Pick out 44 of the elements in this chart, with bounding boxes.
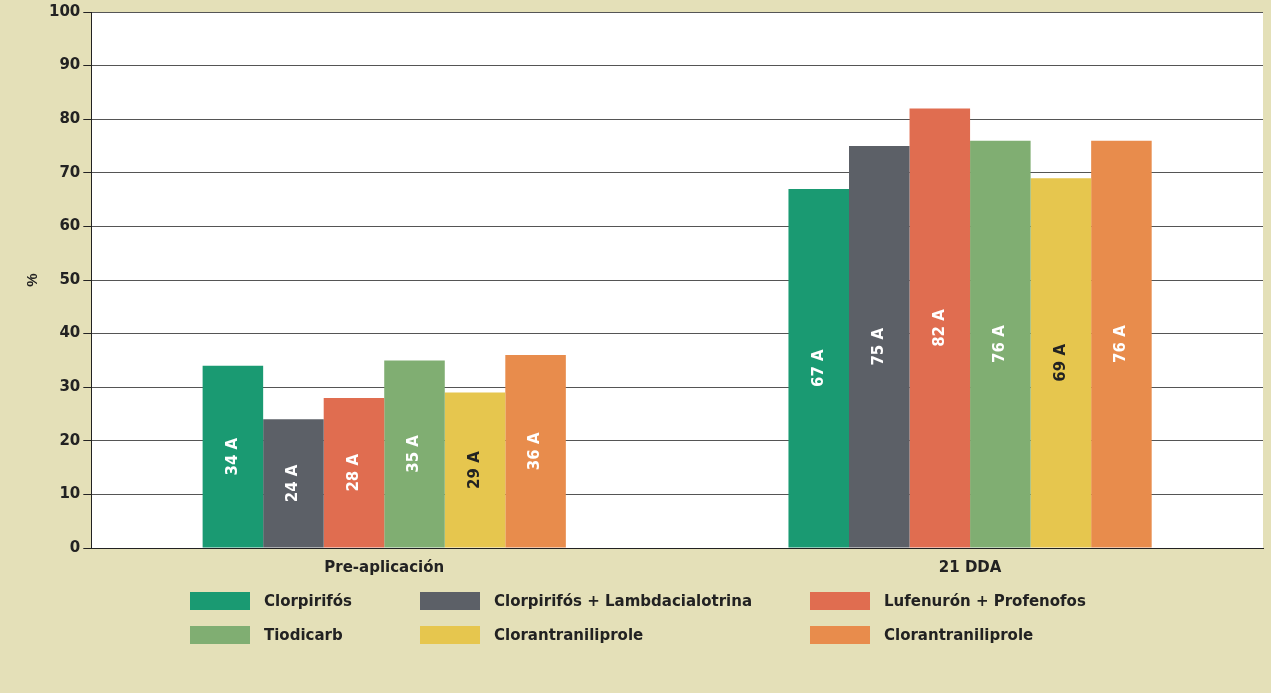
bar (909, 108, 971, 548)
bar (505, 355, 566, 548)
y-tick-label: 50 (59, 269, 81, 288)
y-tick-label: 60 (59, 216, 81, 235)
data-label: 82 A (929, 308, 948, 347)
y-tick-label: 40 (59, 323, 81, 342)
y-axis-title: % (23, 273, 41, 287)
data-label: 69 A (1050, 343, 1069, 382)
legend-label: Clorpirifós (264, 592, 353, 610)
y-tick-label: 0 (69, 537, 81, 556)
y-tick-label: 10 (59, 484, 81, 503)
data-label: 28 A (343, 453, 362, 492)
bar (444, 392, 506, 548)
bar (1091, 140, 1152, 548)
data-label: 29 A (464, 450, 483, 489)
bar (1030, 178, 1092, 548)
bar (202, 365, 264, 548)
data-label: 67 A (808, 348, 827, 388)
data-label: 76 A (1111, 324, 1130, 363)
bar (384, 360, 445, 548)
y-tick-label: 100 (49, 1, 81, 20)
x-tick-label: Pre-aplicación (324, 557, 445, 576)
bar (263, 419, 324, 548)
bar (323, 397, 385, 548)
x-tick-label: 21 DDA (938, 557, 1002, 576)
y-tick-label: 70 (59, 162, 81, 181)
legend-label: Lufenurón + Profenofos (884, 592, 1086, 610)
y-tick-label: 80 (59, 109, 81, 128)
legend-label: Tiodicarb (264, 626, 343, 644)
bar (849, 146, 910, 548)
legend-label: Clorantraniliprole (494, 626, 644, 644)
data-label: 34 A (222, 437, 241, 476)
y-tick-label: 20 (59, 430, 81, 449)
data-label: 24 A (283, 464, 302, 503)
legend-label: Clorpirifós + Lambdacialotrina (494, 592, 753, 610)
data-label: 75 A (869, 327, 888, 366)
data-label: 36 A (525, 432, 544, 471)
y-tick-label: 30 (59, 377, 81, 396)
data-label: 35 A (404, 434, 423, 473)
bar (970, 140, 1031, 548)
data-label: 76 A (990, 324, 1009, 363)
bar (788, 188, 849, 548)
legend-label: Clorantraniliprole (884, 626, 1034, 644)
y-tick-label: 90 (59, 55, 81, 74)
